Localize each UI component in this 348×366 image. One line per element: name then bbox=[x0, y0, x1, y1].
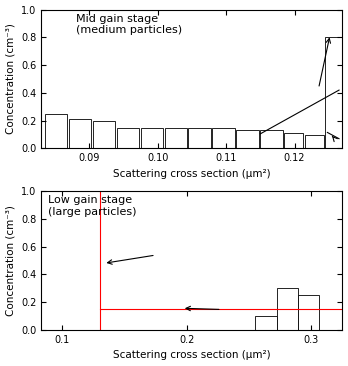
X-axis label: Scattering cross section (μm²): Scattering cross section (μm²) bbox=[113, 169, 271, 179]
Bar bbox=[284, 133, 303, 149]
Bar bbox=[45, 114, 68, 149]
Bar bbox=[277, 288, 298, 330]
Bar bbox=[165, 128, 187, 149]
Bar bbox=[93, 121, 115, 149]
Bar bbox=[255, 316, 277, 330]
Bar bbox=[325, 37, 348, 149]
Bar bbox=[141, 128, 163, 149]
Bar bbox=[69, 119, 91, 149]
Bar bbox=[305, 135, 324, 149]
Bar bbox=[236, 130, 259, 149]
Text: Low gain stage
(large particles): Low gain stage (large particles) bbox=[48, 195, 136, 217]
Bar bbox=[260, 130, 283, 149]
Text: Mid gain stage
(medium particles): Mid gain stage (medium particles) bbox=[76, 14, 182, 36]
Bar bbox=[189, 128, 211, 149]
Y-axis label: Concentration (cm⁻³): Concentration (cm⁻³) bbox=[6, 205, 16, 316]
X-axis label: Scattering cross section (μm²): Scattering cross section (μm²) bbox=[113, 350, 271, 361]
Bar bbox=[212, 128, 235, 149]
Bar bbox=[298, 295, 319, 330]
Y-axis label: Concentration (cm⁻³): Concentration (cm⁻³) bbox=[6, 23, 16, 134]
Bar bbox=[117, 128, 139, 149]
